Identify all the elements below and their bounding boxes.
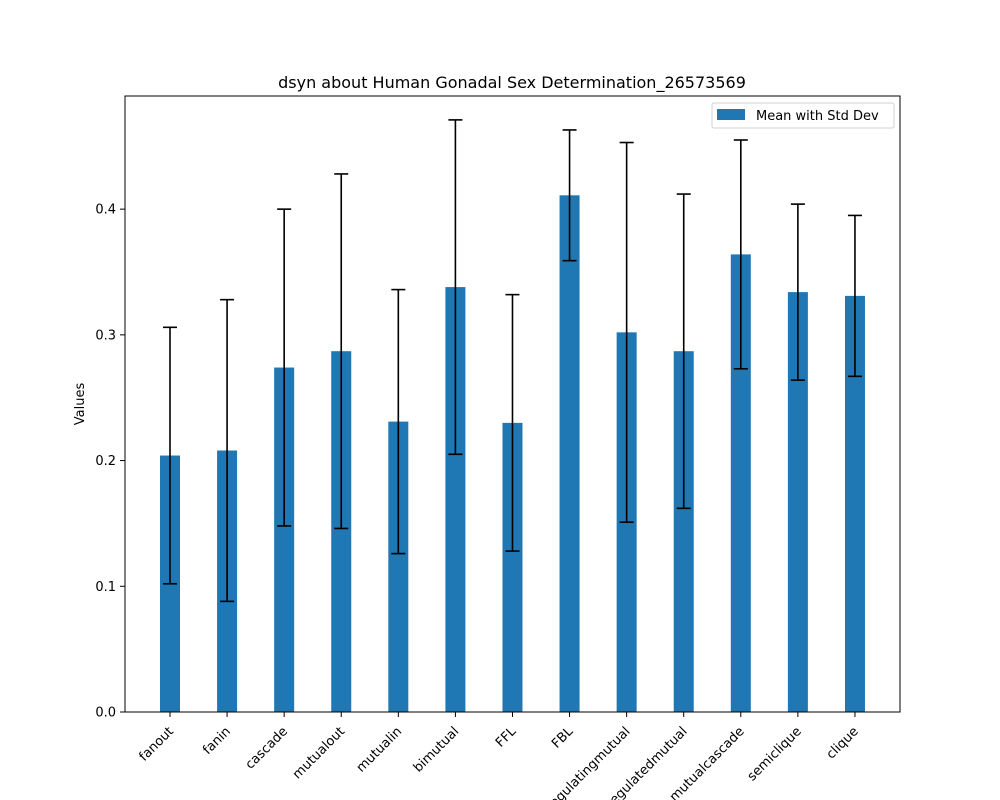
bar-clique: [844, 295, 865, 712]
error-bar-FBL: [562, 129, 577, 262]
error-bar-fanin: [220, 298, 235, 603]
error-bar-mutualout: [334, 173, 349, 530]
bar-bimutual: [445, 287, 466, 712]
bar-FBL: [559, 195, 580, 713]
legend-swatch: [717, 109, 745, 120]
chart-title: dsyn about Human Gonadal Sex Determinati…: [278, 73, 746, 93]
x-tick-label-fanout: fanout: [136, 724, 176, 764]
y-tick-label-0.2: 0.2: [95, 454, 116, 469]
bar-mutualin: [388, 421, 409, 712]
bar-FFL: [502, 422, 523, 712]
error-bar-bimutual: [448, 119, 463, 456]
x-tick-label-mutualout: mutualout: [290, 724, 348, 782]
x-tick-label-bimutual: bimutual: [411, 724, 462, 775]
x-tick-label-cascade: cascade: [243, 724, 291, 772]
error-bar-semiclique: [790, 203, 805, 381]
error-bar-regulatingmutual: [619, 141, 634, 523]
error-bars-group: [163, 119, 862, 603]
y-tick-label-0.0: 0.0: [95, 706, 116, 721]
bar-semiclique: [787, 292, 808, 712]
y-tick-label-0.3: 0.3: [95, 328, 116, 343]
error-bar-regulatedmutual: [676, 193, 691, 510]
legend-label: Mean with Std Dev: [756, 109, 879, 124]
error-bar-cascade: [277, 208, 292, 527]
x-tick-label-FBL: FBL: [549, 724, 577, 752]
x-tick-label-fanin: fanin: [200, 724, 234, 758]
legend: Mean with Std Dev: [711, 102, 895, 129]
y-tick-label-0.4: 0.4: [95, 203, 116, 218]
x-axis: fanout fanin cascade mutualout mutualin bimut…: [136, 712, 862, 800]
y-axis-label: Values: [73, 383, 88, 426]
legend-frame: [711, 102, 895, 129]
bar-regulatedmutual: [673, 351, 694, 712]
error-bar-mutualin: [391, 288, 406, 555]
x-tick-label-clique: clique: [824, 724, 862, 762]
error-bar-FFL: [505, 293, 520, 552]
x-tick-label-mutualin: mutualin: [354, 724, 405, 775]
bar-mutualout: [331, 351, 352, 712]
error-bar-mutualcascade: [733, 139, 748, 370]
y-tick-label-0.1: 0.1: [95, 580, 116, 595]
error-bar-fanout: [163, 326, 177, 585]
x-tick-label-semiclique: semiclique: [745, 724, 805, 784]
y-axis: 0.0 0.1 0.2 0.3 0.4: [95, 203, 125, 721]
error-bar-clique: [847, 214, 862, 378]
bar-cascade: [274, 367, 295, 712]
x-tick-label-FFL: FFL: [493, 724, 520, 751]
